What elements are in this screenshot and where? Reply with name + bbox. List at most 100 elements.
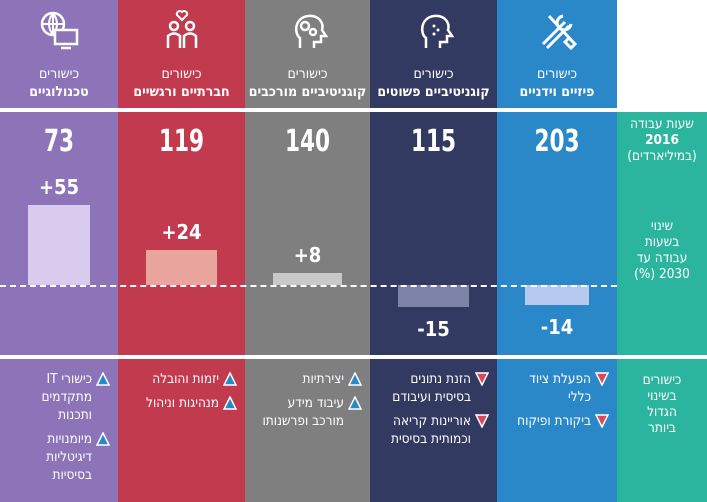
column-navy: כישורים קוגניטיביים פשוטים 115 -15 הזנת … xyxy=(370,0,497,502)
tools-icon xyxy=(541,14,578,51)
skill-text: יזמות והובלה xyxy=(152,371,219,387)
skills-list: הפעלת ציוד כללי ביקורת ופיקוח xyxy=(505,370,609,436)
skill-text: ביקורת ופיקוח xyxy=(517,413,591,429)
skill-item: ביקורת ופיקוח xyxy=(505,412,609,430)
label-hours-2016: שעות עבודה 2016 (במיליארדים) xyxy=(617,116,707,164)
hours-value: 119 xyxy=(158,124,205,159)
label-line: 2030 (%) xyxy=(634,266,690,282)
divider xyxy=(0,355,118,359)
triangle-up-icon xyxy=(223,396,237,410)
divider xyxy=(245,355,370,359)
change-label: -14 xyxy=(540,315,574,340)
change-label: +24 xyxy=(161,220,202,245)
header-line2: קוגניטיביים מורכבים xyxy=(248,84,367,100)
header-line1: כישורים xyxy=(413,66,454,82)
skill-text: כישורי IT מתקדמים ותכנות xyxy=(41,371,93,423)
header-line1: כישורים xyxy=(287,66,328,82)
label-line: (במיליארדים) xyxy=(627,148,697,164)
skill-text: הפעלת ציוד כללי xyxy=(529,371,591,405)
skills-list: יצירתיות עיבוד מידע מורכב ופרשנותו xyxy=(253,370,362,436)
hours-value: 140 xyxy=(284,124,331,159)
head-gears-icon xyxy=(294,14,328,48)
skill-text: מיומנויות דיגיטליות בסיסיות xyxy=(46,431,92,483)
divider xyxy=(617,355,707,359)
header-line1: כישורים xyxy=(38,66,80,82)
triangle-up-icon xyxy=(348,372,362,386)
label-line: בשעות xyxy=(644,234,680,250)
skill-item: הפעלת ציוד כללי xyxy=(505,370,609,406)
divider xyxy=(370,108,497,112)
header-line2: טכנולוגיים xyxy=(29,84,89,100)
divider xyxy=(0,108,118,112)
label-line: עבודה עד xyxy=(636,250,688,266)
change-chart: +8 xyxy=(245,171,370,356)
skills-list: יזמות והובלה מנהיגות וניהול xyxy=(126,370,237,418)
header-line1: כישורים xyxy=(161,66,202,82)
skill-item: יזמות והובלה xyxy=(126,370,237,388)
label-line: שעות עבודה xyxy=(630,116,694,132)
skill-text: הזנת נתונים בסיסית ועיבודם xyxy=(392,371,471,405)
triangle-up-icon xyxy=(348,396,362,410)
triangle-down-icon xyxy=(475,372,489,386)
triangle-up-icon xyxy=(96,372,110,386)
change-chart: -15 xyxy=(370,171,497,356)
triangle-up-icon xyxy=(96,432,110,446)
skill-item: כישורי IT מתקדמים ותכנות xyxy=(8,370,110,424)
column-header: כישורים טכנולוגיים xyxy=(0,0,118,108)
change-bar xyxy=(525,285,589,306)
divider xyxy=(617,108,707,112)
label-line: 2016 xyxy=(645,132,679,148)
divider xyxy=(118,355,245,359)
header-line2: קוגניטיביים פשוטים xyxy=(377,84,490,100)
change-bar xyxy=(398,285,469,307)
hours-value: 203 xyxy=(534,124,580,159)
column-header: כישורים פיזיים וידניים xyxy=(497,0,617,108)
skill-text: יצירתיות xyxy=(302,371,344,387)
column-gray: כישורים קוגניטיביים מורכבים 140 +8 יצירת… xyxy=(245,0,370,502)
people-heart-icon xyxy=(166,10,197,48)
skills-list: כישורי IT מתקדמים ותכנות מיומנויות דיגיט… xyxy=(8,370,110,490)
triangle-down-icon xyxy=(475,414,489,428)
header-line2: חברתיים ורגשיים xyxy=(133,84,230,100)
header-line1: כישורים xyxy=(536,66,578,82)
label-line: בשינוי xyxy=(647,388,677,404)
change-chart: +24 xyxy=(118,171,245,356)
skill-item: הזנת נתונים בסיסית ועיבודם xyxy=(378,370,489,406)
column-header: כישורים קוגניטיביים מורכבים xyxy=(245,0,370,108)
change-label: +55 xyxy=(38,175,80,200)
skill-text: עיבוד מידע מורכב ופרשנותו xyxy=(262,395,344,429)
divider xyxy=(245,108,370,112)
change-bar xyxy=(273,273,342,285)
triangle-down-icon xyxy=(595,414,609,428)
skills-list: הזנת נתונים בסיסית ועיבודם אוריינות קריא… xyxy=(378,370,489,454)
skill-text: מנהיגות וניהול xyxy=(146,395,219,411)
triangle-down-icon xyxy=(595,372,609,386)
change-bar xyxy=(28,205,90,285)
skill-item: עיבוד מידע מורכב ופרשנותו xyxy=(253,394,362,430)
skill-item: יצירתיות xyxy=(253,370,362,388)
skill-text: אוריינות קריאה וכמותית בסיסית xyxy=(390,413,471,447)
column-purple: כישורים טכנולוגיים 73 +55 כישורי IT מתקד… xyxy=(0,0,118,502)
column-blue: כישורים פיזיים וידניים 203 -14 הפעלת ציו… xyxy=(497,0,617,502)
skill-item: אוריינות קריאה וכמותית בסיסית xyxy=(378,412,489,448)
change-chart: -14 xyxy=(497,171,617,356)
skill-item: מיומנויות דיגיטליות בסיסיות xyxy=(8,430,110,484)
label-line: הגדול xyxy=(647,404,677,420)
label-line: כישורים xyxy=(642,372,682,388)
change-label: +8 xyxy=(293,243,322,268)
head-simple-icon xyxy=(420,14,454,48)
globe-computer-icon xyxy=(40,11,79,50)
change-chart: +55 xyxy=(0,171,118,356)
change-bar xyxy=(146,250,217,285)
triangle-up-icon xyxy=(223,372,237,386)
divider xyxy=(497,108,617,112)
column-red: כישורים חברתיים ורגשיים 119 +24 יזמות וה… xyxy=(118,0,245,502)
label-change-2030: שינוי בשעות עבודה עד 2030 (%) xyxy=(617,218,707,282)
column-header: כישורים חברתיים ורגשיים xyxy=(118,0,245,108)
hours-value: 115 xyxy=(410,124,457,159)
label-line: ביותר xyxy=(648,420,676,436)
column-header: כישורים קוגניטיביים פשוטים xyxy=(370,0,497,108)
label-line: שינוי xyxy=(650,218,674,234)
divider xyxy=(497,355,617,359)
header-line2: פיזיים וידניים xyxy=(519,84,595,100)
